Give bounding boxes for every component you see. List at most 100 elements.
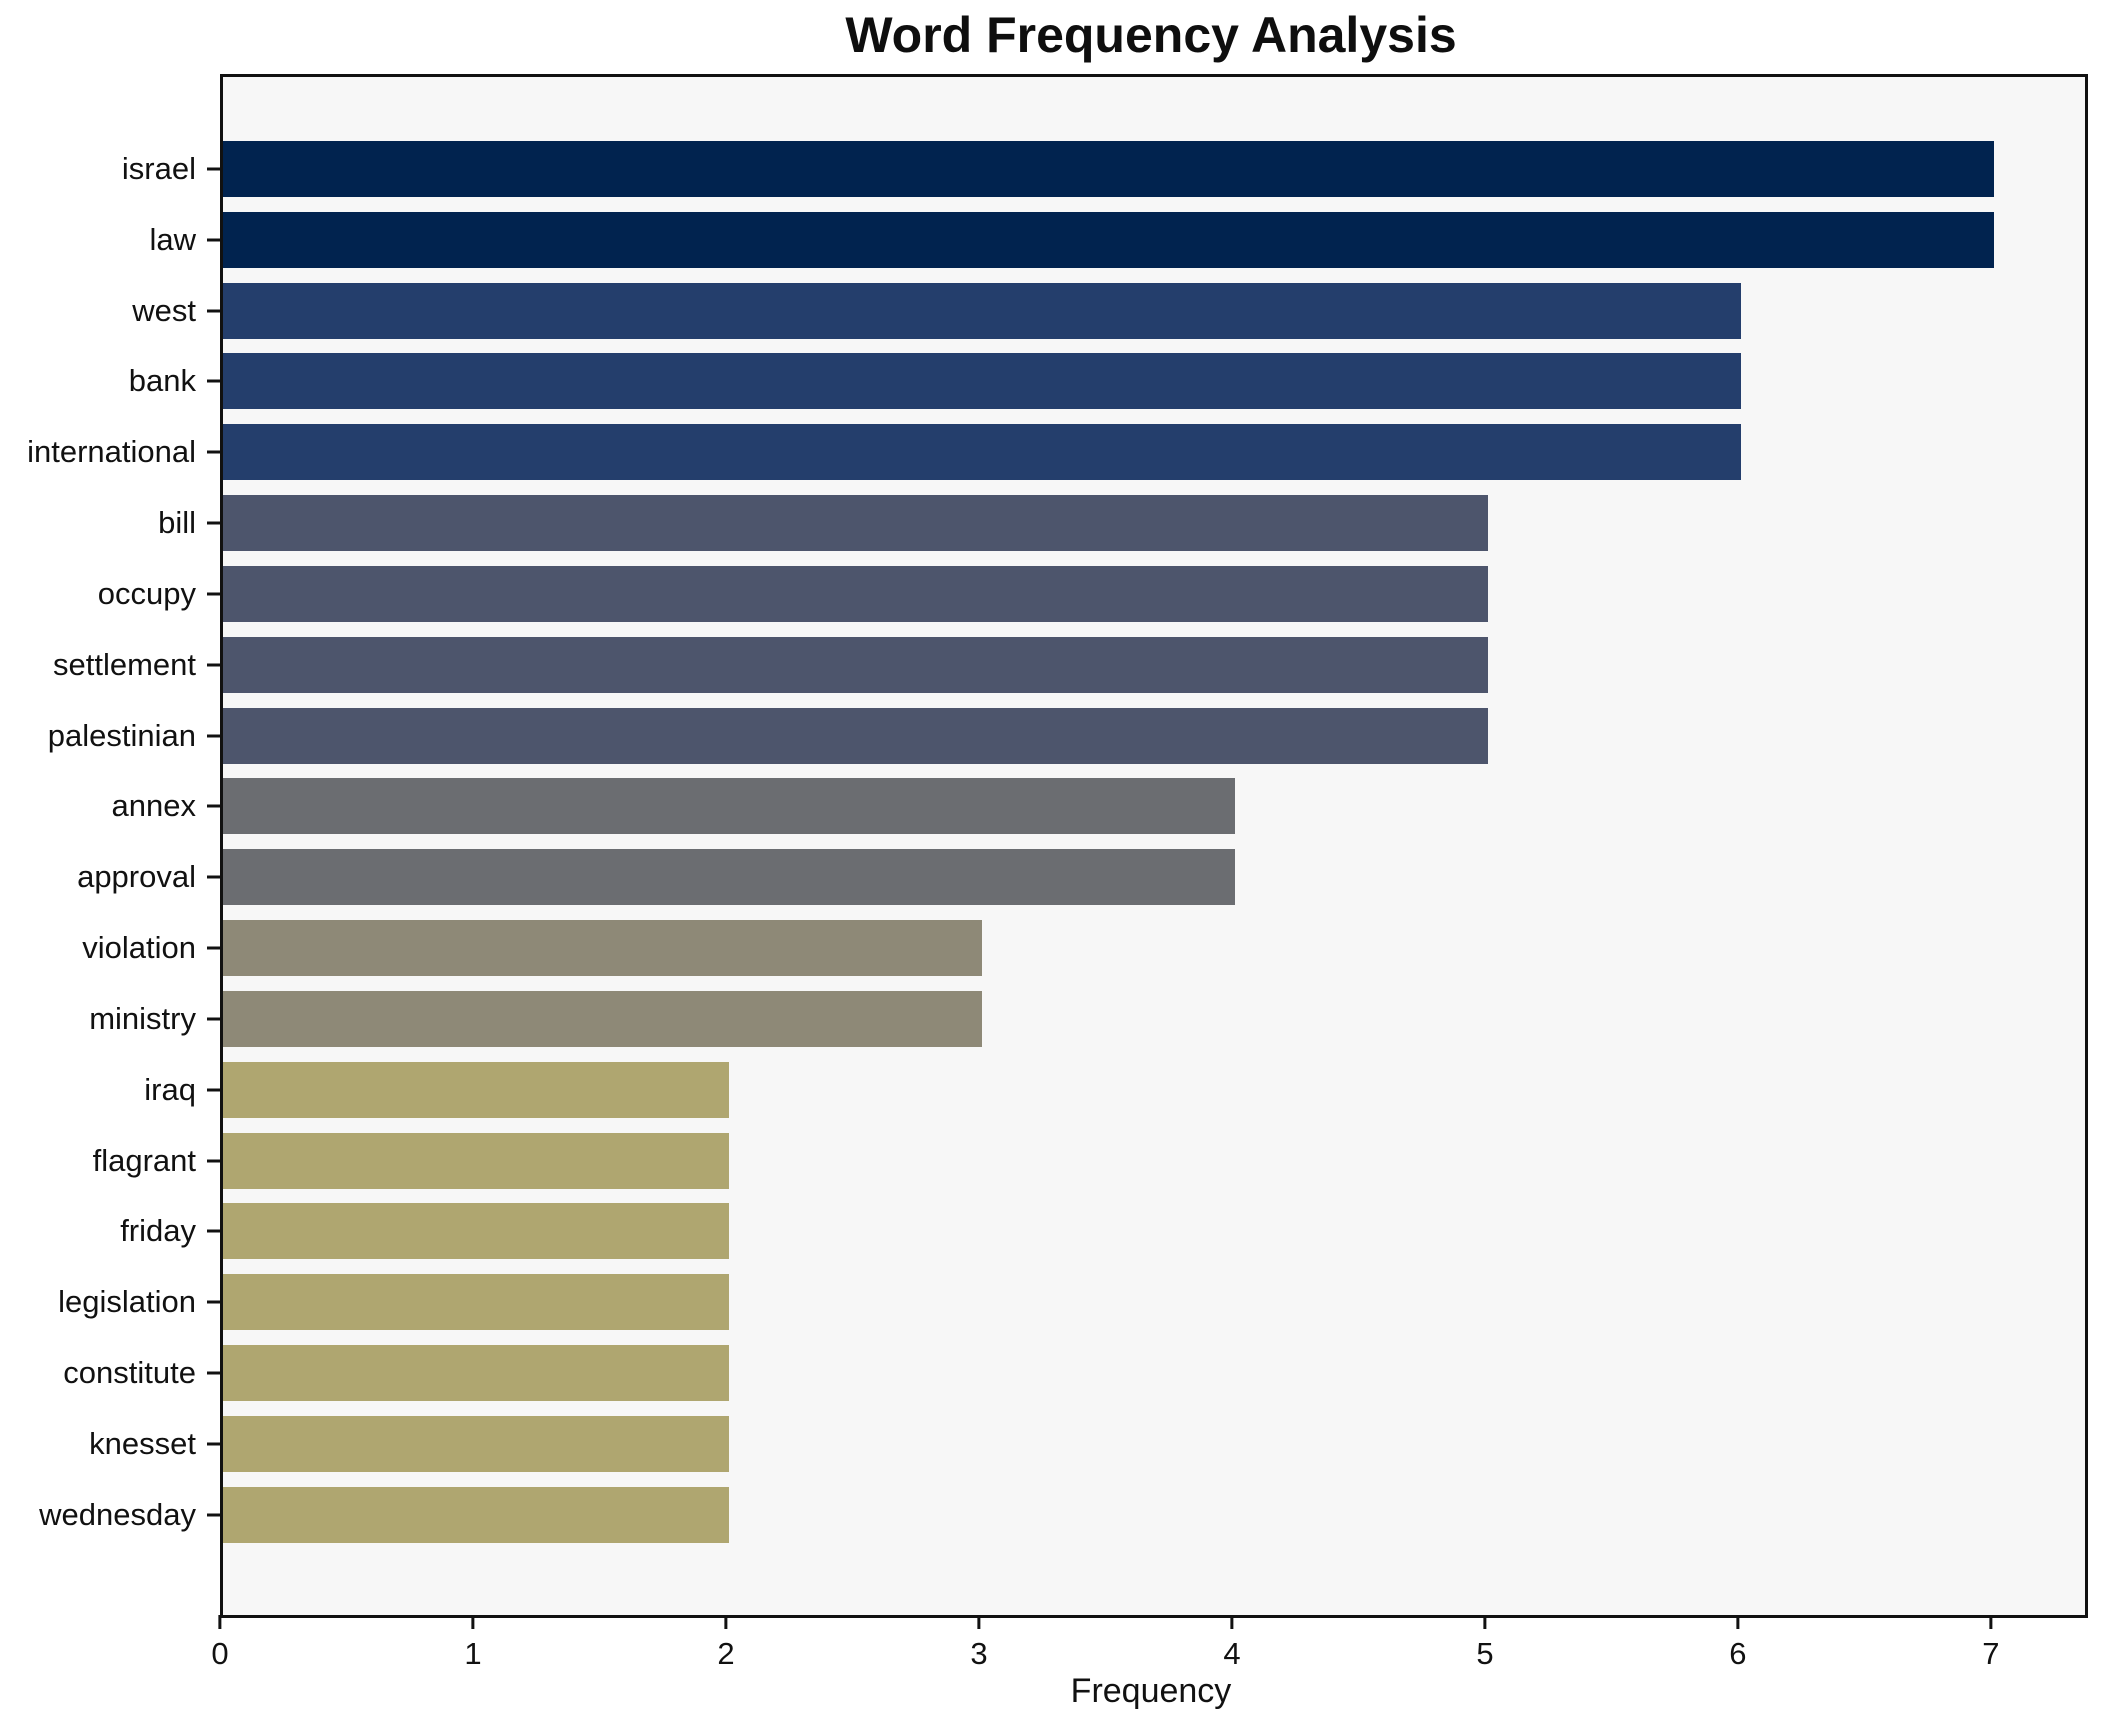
y-axis-label: constitute — [63, 1355, 196, 1391]
x-tick: 4 — [1223, 1615, 1241, 1672]
y-tick-mark — [207, 1159, 220, 1163]
y-axis-label: palestinian — [47, 717, 196, 753]
y-tick-mark — [207, 1513, 220, 1517]
bars-container: israel law west bank international bill occupy… — [27, 77, 2085, 1615]
bar-row: legislation — [58, 1274, 2085, 1331]
bar-israel — [223, 141, 1994, 197]
y-tick-mark — [207, 592, 220, 596]
x-tick-mark — [1989, 1615, 1993, 1629]
x-tick-mark — [1230, 1615, 1234, 1629]
y-tick-mark — [207, 450, 220, 454]
y-tick-mark — [207, 521, 220, 525]
bar-wednesday — [223, 1486, 729, 1543]
y-tick-mark — [207, 1442, 220, 1446]
bar-law — [223, 211, 1994, 268]
bar-row: palestinian — [48, 707, 2085, 764]
y-tick-mark — [207, 875, 220, 879]
x-tick: 5 — [1476, 1615, 1494, 1672]
bar-knesset — [223, 1415, 729, 1472]
bar-row: law — [149, 211, 2085, 268]
y-tick-mark — [207, 1300, 220, 1304]
bar-row: west — [132, 282, 2085, 339]
x-tick: 3 — [970, 1615, 988, 1672]
x-tick: 7 — [1982, 1615, 2000, 1672]
x-tick-label: 2 — [717, 1636, 735, 1671]
x-tick-label: 3 — [970, 1636, 988, 1671]
bar-row: annex — [112, 778, 2085, 835]
y-tick-mark — [207, 379, 220, 383]
y-axis-label: law — [149, 221, 196, 257]
bar-international — [223, 424, 1741, 481]
bar-annex — [223, 778, 1235, 835]
bar-row: settlement — [53, 636, 2085, 693]
y-axis-label: west — [132, 292, 196, 328]
x-tick: 2 — [717, 1615, 735, 1672]
x-tick-mark — [1483, 1615, 1487, 1629]
chart-title: Word Frequency Analysis — [845, 7, 1457, 63]
bar-row: ministry — [89, 990, 2085, 1047]
bar-row: international — [27, 424, 2085, 481]
bar-row: occupy — [98, 565, 2085, 622]
y-axis-label: occupy — [97, 575, 196, 611]
bar-row: flagrant — [93, 1132, 2085, 1189]
y-tick-mark — [207, 167, 220, 171]
y-tick-mark — [207, 663, 220, 667]
x-tick: 6 — [1729, 1615, 1747, 1672]
bar-constitute — [223, 1345, 729, 1402]
bar-row: bank — [129, 353, 2085, 410]
bar-violation — [223, 920, 982, 977]
bar-row: constitute — [63, 1345, 2085, 1402]
y-axis-label: settlement — [52, 646, 196, 682]
y-axis-label: legislation — [58, 1284, 196, 1320]
bar-settlement — [223, 636, 1488, 693]
y-axis-label: friday — [120, 1213, 196, 1249]
y-axis-label: iraq — [144, 1071, 196, 1107]
x-tick-label: 0 — [211, 1636, 229, 1671]
x-axis-label: Frequency — [1070, 1672, 1232, 1710]
y-tick-mark — [207, 804, 220, 808]
y-tick-mark — [207, 238, 220, 242]
bar-row: wednesday — [39, 1486, 2085, 1543]
y-axis-label: wednesday — [39, 1496, 196, 1532]
bar-legislation — [223, 1274, 729, 1331]
y-axis-label: bill — [158, 505, 196, 541]
bar-row: violation — [82, 920, 2085, 977]
x-tick-mark — [218, 1615, 222, 1629]
bar-iraq — [223, 1061, 729, 1118]
y-tick-mark — [207, 1088, 220, 1092]
bar-row: bill — [158, 495, 2085, 552]
y-axis-label: ministry — [89, 1000, 196, 1036]
x-tick-label: 1 — [464, 1636, 482, 1671]
bar-ministry — [223, 990, 982, 1047]
bar-palestinian — [223, 707, 1488, 764]
x-tick-mark — [977, 1615, 981, 1629]
y-axis-label: flagrant — [92, 1142, 196, 1178]
y-axis-label: approval — [77, 859, 196, 895]
bar-row: approval — [77, 849, 2085, 906]
y-axis-label: annex — [111, 788, 196, 824]
plot-area: israel law west bank international bill occupy… — [27, 74, 2088, 1618]
x-tick-mark — [471, 1615, 475, 1629]
x-tick: 0 — [211, 1615, 229, 1672]
y-axis-label: international — [27, 434, 196, 470]
y-axis-label: knesset — [89, 1425, 196, 1461]
bar-bill — [223, 495, 1488, 552]
y-tick-mark — [207, 1229, 220, 1233]
x-tick-label: 4 — [1223, 1636, 1241, 1671]
y-tick-mark — [207, 309, 220, 313]
bar-row: friday — [120, 1203, 2085, 1260]
y-tick-mark — [207, 734, 220, 738]
x-tick-label: 6 — [1729, 1636, 1747, 1671]
x-tick-mark — [1736, 1615, 1740, 1629]
bar-friday — [223, 1203, 729, 1260]
y-tick-mark — [207, 1017, 220, 1021]
y-tick-mark — [207, 1371, 220, 1375]
x-tick-mark — [724, 1615, 728, 1629]
x-tick: 1 — [464, 1615, 482, 1672]
bar-west — [223, 282, 1741, 339]
bar-row: iraq — [144, 1061, 2085, 1118]
y-axis-label: violation — [82, 930, 196, 966]
x-tick-label: 7 — [1982, 1636, 2000, 1671]
bar-flagrant — [223, 1132, 729, 1189]
